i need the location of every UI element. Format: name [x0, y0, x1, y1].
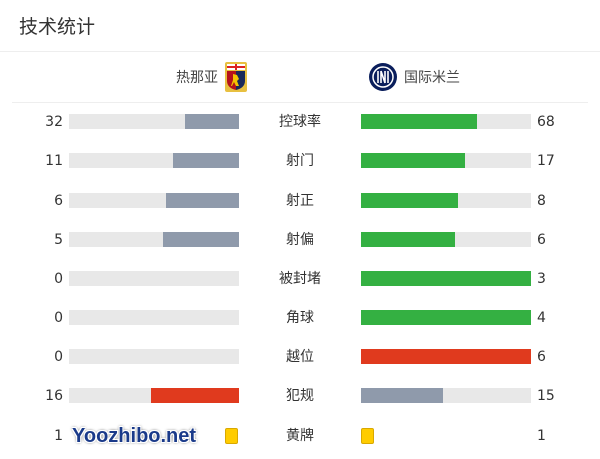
- home-bar: [69, 310, 239, 325]
- home-value: 11: [45, 153, 63, 169]
- stat-row: 0 角球 4: [0, 308, 600, 328]
- home-bar: [69, 388, 239, 403]
- away-bar: [361, 271, 531, 286]
- stat-label: 犯规: [286, 388, 314, 404]
- home-bar: [69, 193, 239, 208]
- stat-row-yellow-cards: 1 黄牌 1: [0, 426, 600, 446]
- yellow-card-icon: [225, 428, 238, 444]
- home-team: 热那亚: [176, 62, 248, 92]
- home-bar: [69, 271, 239, 286]
- home-value: 32: [45, 114, 63, 130]
- home-value: 0: [54, 349, 63, 365]
- home-bar: [69, 153, 239, 168]
- home-bar-fill: [172, 153, 239, 168]
- stat-row: 0 被封堵 3: [0, 269, 600, 289]
- home-team-name: 热那亚: [176, 70, 218, 86]
- away-bar: [361, 310, 531, 325]
- stat-label: 黄牌: [286, 428, 314, 444]
- stat-row: 11 射门 17: [0, 151, 600, 171]
- away-value: 1: [537, 428, 546, 444]
- watermark: Yoozhibo.net: [72, 425, 197, 447]
- home-value: 1: [54, 428, 63, 444]
- home-value: 6: [54, 193, 63, 209]
- home-bar-fill: [184, 114, 239, 129]
- away-bar-fill: [361, 153, 465, 168]
- away-bar: [361, 114, 531, 129]
- away-bar-fill: [361, 271, 531, 286]
- home-bar: [69, 349, 239, 364]
- stat-row: 0 越位 6: [0, 347, 600, 367]
- away-bar-fill: [361, 310, 531, 325]
- stat-row: 6 射正 8: [0, 191, 600, 211]
- away-bar-fill: [361, 349, 531, 364]
- away-bar-fill: [361, 193, 458, 208]
- stat-row: 16 犯规 15: [0, 386, 600, 406]
- away-value: 8: [537, 193, 546, 209]
- away-bar-fill: [361, 388, 443, 403]
- away-value: 17: [537, 153, 555, 169]
- stat-row: 32 控球率 68: [0, 112, 600, 132]
- away-team: 国际米兰: [368, 62, 460, 92]
- divider: [0, 51, 600, 52]
- genoa-crest-icon: [225, 62, 247, 92]
- home-value: 5: [54, 232, 63, 248]
- stat-label: 射偏: [286, 232, 314, 248]
- away-value: 4: [537, 310, 546, 326]
- stat-label: 射门: [286, 153, 314, 169]
- away-value: 3: [537, 271, 546, 287]
- stat-label: 被封堵: [279, 271, 321, 287]
- stat-label: 射正: [286, 193, 314, 209]
- home-bar-fill: [165, 193, 239, 208]
- away-team-name: 国际米兰: [404, 70, 460, 86]
- away-bar-fill: [361, 114, 477, 129]
- yellow-card-icon: [361, 428, 374, 444]
- away-value: 15: [537, 388, 555, 404]
- away-value: 6: [537, 232, 546, 248]
- home-bar: [69, 232, 239, 247]
- away-bar-fill: [361, 232, 455, 247]
- inter-crest-icon: [369, 63, 397, 91]
- home-value: 0: [54, 310, 63, 326]
- away-bar: [361, 349, 531, 364]
- home-bar-fill: [162, 232, 239, 247]
- away-bar: [361, 153, 531, 168]
- home-bar-fill: [150, 388, 239, 403]
- away-value: 68: [537, 114, 555, 130]
- stat-label: 角球: [286, 310, 314, 326]
- stat-label: 控球率: [279, 114, 321, 130]
- away-bar: [361, 388, 531, 403]
- page-title: 技术统计: [19, 16, 96, 38]
- home-bar: [69, 114, 239, 129]
- stat-label: 越位: [286, 349, 314, 365]
- away-bar: [361, 232, 531, 247]
- away-bar: [361, 193, 531, 208]
- home-value: 0: [54, 271, 63, 287]
- away-value: 6: [537, 349, 546, 365]
- stat-row: 5 射偏 6: [0, 230, 600, 250]
- home-value: 16: [45, 388, 63, 404]
- divider: [12, 102, 588, 103]
